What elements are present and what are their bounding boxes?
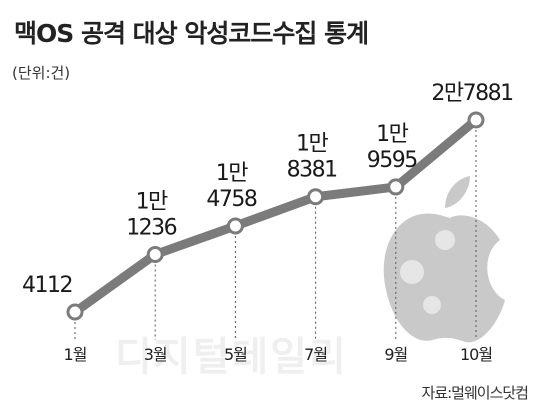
point [307, 188, 325, 206]
source: 자료:멀웨이스닷컴 [422, 384, 528, 402]
point [66, 303, 84, 321]
value-label: 1만 1236 [126, 189, 176, 240]
x-tick-label: 3월 [144, 345, 167, 364]
chart-title: 맥OS 공격 대상 악성코드수집 통계 [14, 19, 368, 48]
x-tick-label: 9월 [384, 345, 407, 364]
value-label: 1만 8381 [287, 132, 337, 183]
value-label: 4112 [22, 273, 72, 298]
point [146, 245, 164, 263]
line [72, 116, 479, 316]
value-label: 1만 9595 [367, 122, 417, 173]
x-tick-label: 1월 [64, 345, 87, 364]
x-tick-label: 7월 [304, 345, 327, 364]
watermark: 디지털데일리 [115, 334, 348, 380]
unit-note: (단위:건) [12, 64, 70, 82]
point [467, 111, 485, 129]
point [226, 217, 244, 235]
value-label: 1만 4758 [206, 161, 256, 212]
value-label: 2만7881 [431, 81, 512, 106]
x-tick-label: 5월 [224, 345, 247, 364]
apple-logo [383, 176, 505, 343]
point [387, 178, 405, 196]
x-tick-label: 10월 [460, 345, 492, 364]
